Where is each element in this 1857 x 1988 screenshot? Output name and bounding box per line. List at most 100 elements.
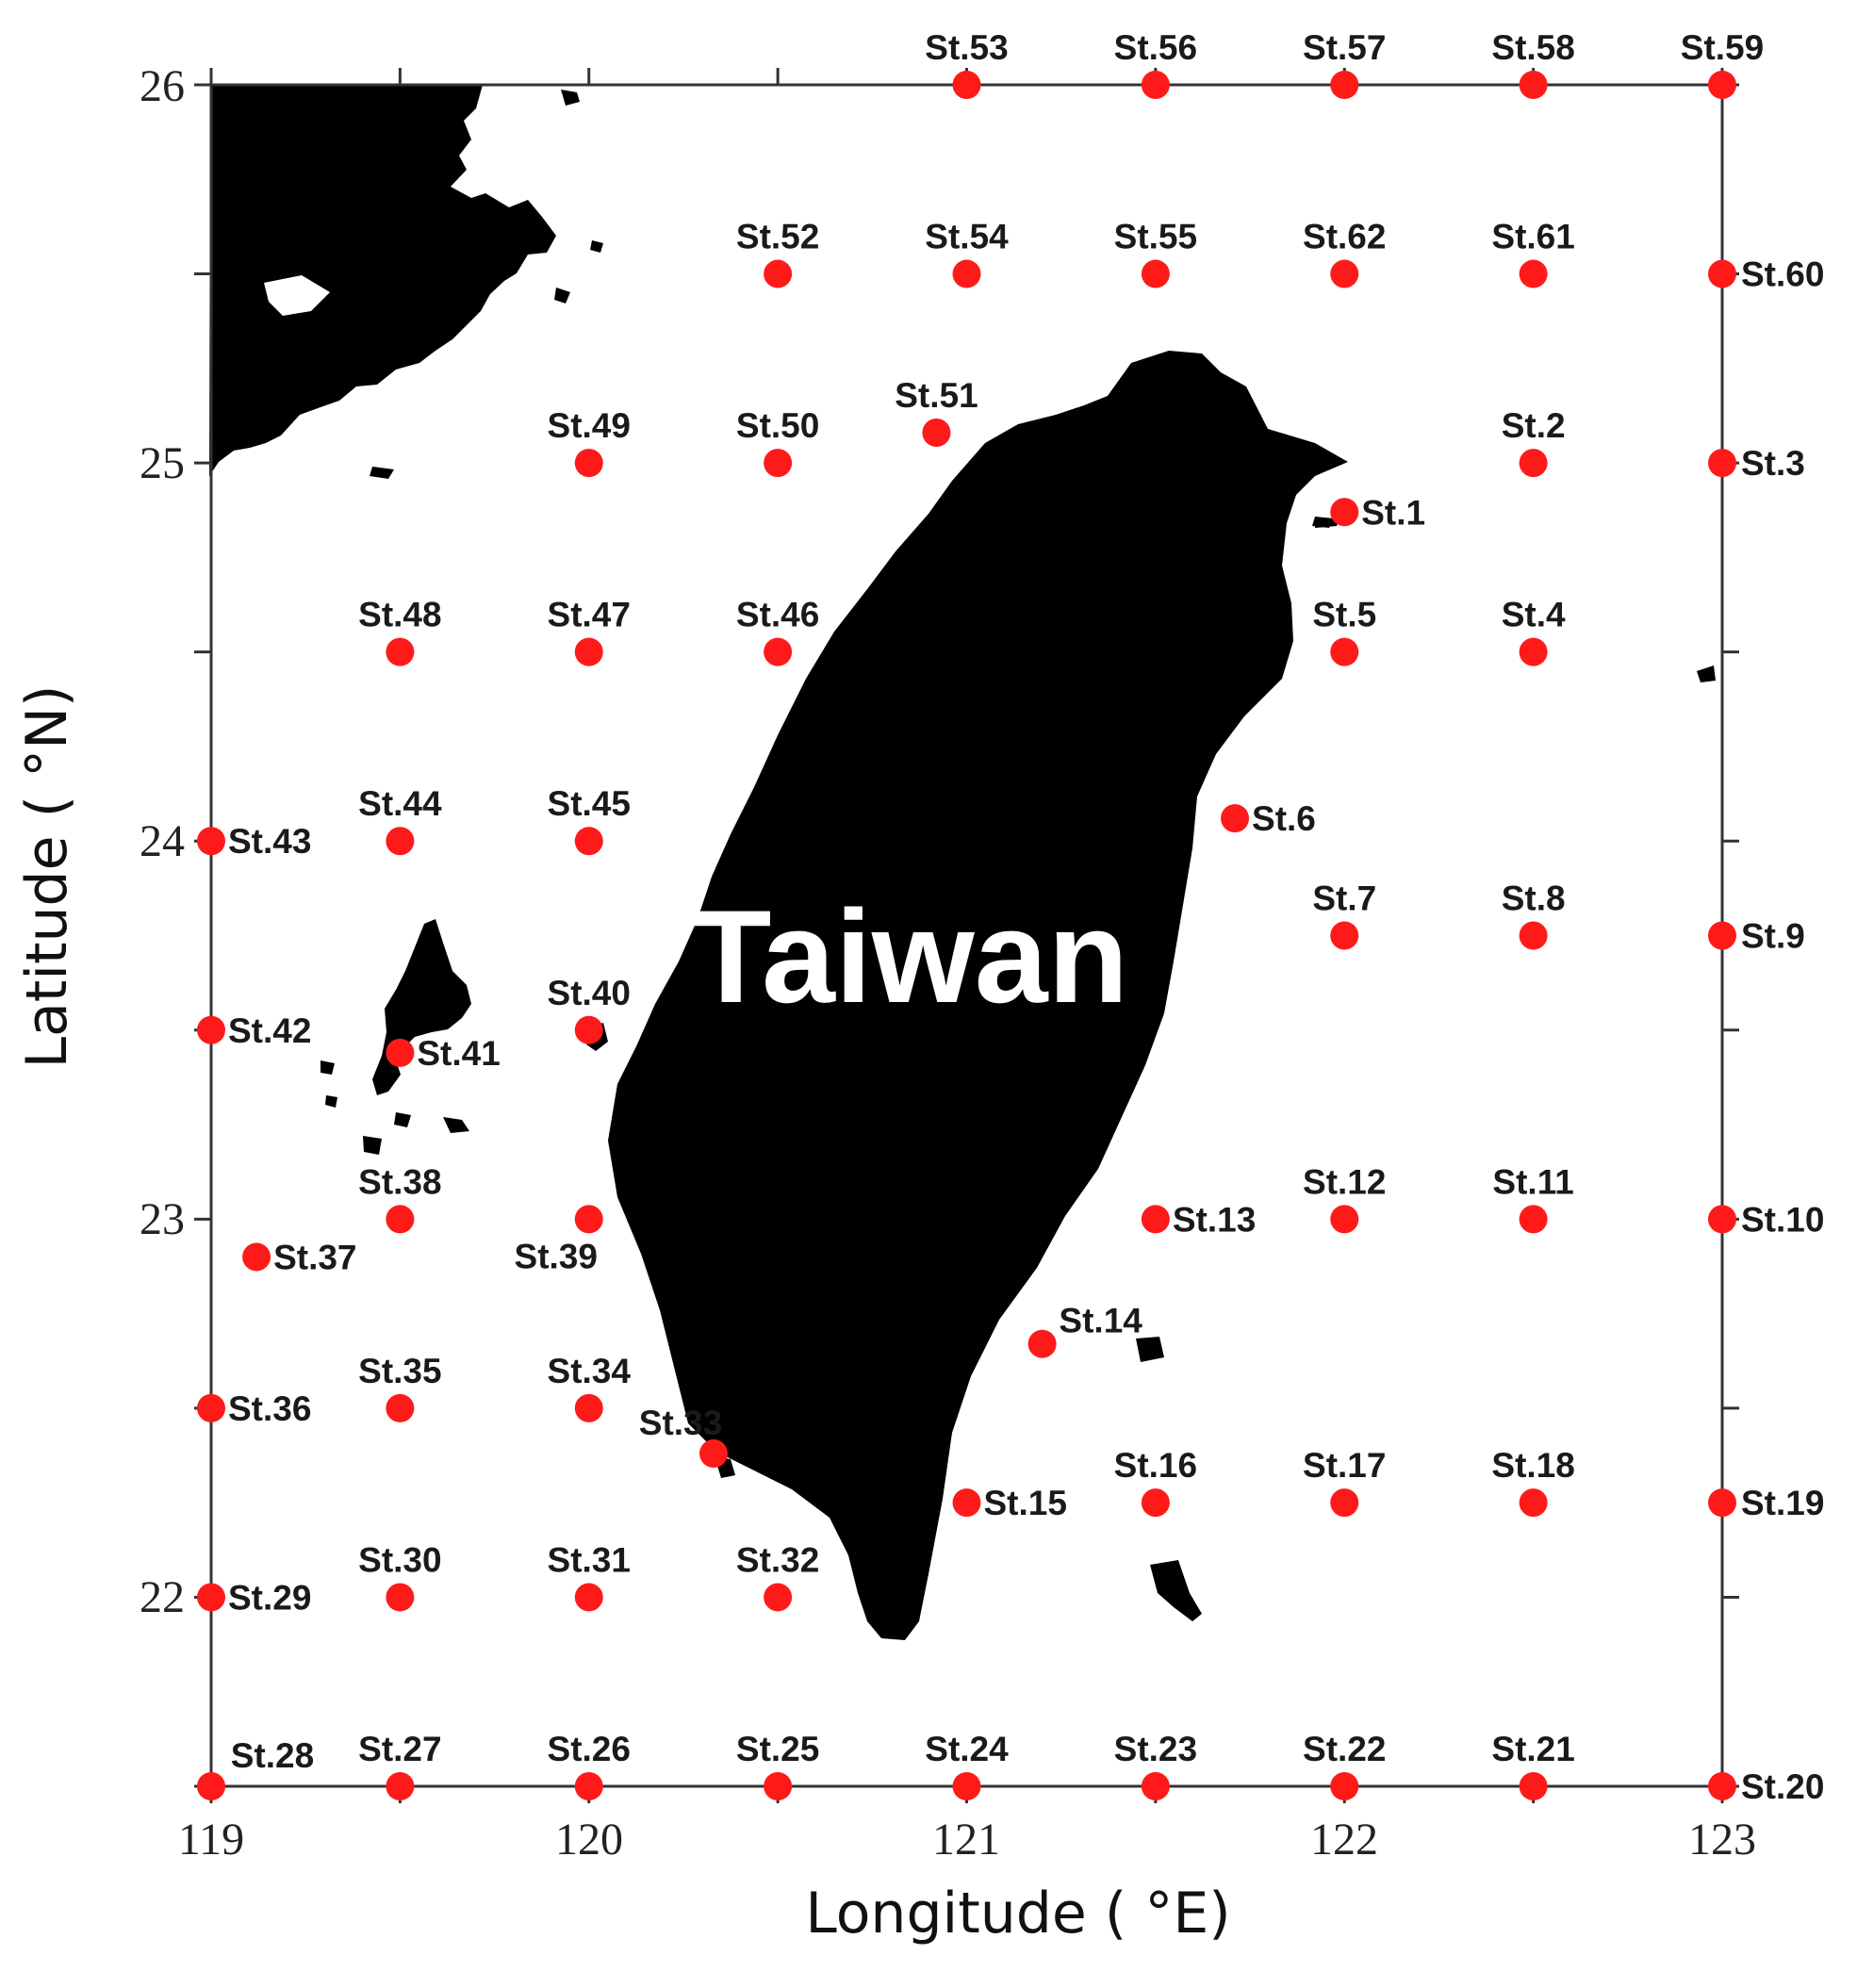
station-label: St.7 — [1312, 879, 1376, 918]
penghu-islet-3 — [443, 1117, 469, 1133]
station-marker — [386, 1772, 415, 1800]
station-marker — [952, 1772, 981, 1800]
station-marker — [1519, 921, 1548, 950]
station-label: St.10 — [1741, 1200, 1824, 1239]
y-tick-label: 26 — [140, 61, 185, 111]
station-label: St.42 — [228, 1011, 311, 1050]
station-label: St.8 — [1502, 879, 1566, 918]
station-label: St.9 — [1741, 917, 1805, 956]
station-label: St.23 — [1114, 1730, 1197, 1768]
station-label: St.28 — [231, 1736, 314, 1775]
station-marker — [386, 1205, 415, 1234]
y-tick-label: 24 — [140, 816, 185, 866]
china-coast-landmass — [209, 85, 556, 476]
taiwan-label: Taiwan — [691, 882, 1128, 1030]
station-marker — [1141, 1488, 1170, 1518]
station-marker — [1708, 449, 1736, 478]
station-label: St.56 — [1114, 28, 1197, 67]
station-label: St.40 — [548, 974, 631, 1012]
station-marker — [1708, 71, 1736, 99]
station-marker — [952, 71, 981, 99]
station-marker — [1330, 1205, 1359, 1234]
station-label: St.53 — [925, 28, 1008, 67]
station-label: St.32 — [736, 1540, 819, 1579]
y-tick-label: 25 — [140, 438, 185, 488]
station-label: St.22 — [1303, 1730, 1386, 1768]
station-marker — [197, 827, 225, 856]
station-label: St.62 — [1303, 218, 1386, 256]
station-label: St.50 — [736, 406, 819, 445]
station-marker — [1519, 1488, 1548, 1518]
station-marker — [1330, 1772, 1359, 1800]
station-label: St.29 — [228, 1578, 311, 1617]
station-marker — [574, 1772, 603, 1800]
station-label: St.14 — [1059, 1302, 1142, 1340]
station-label: St.31 — [548, 1540, 631, 1579]
penghu-islet-2 — [325, 1095, 337, 1108]
station-marker — [922, 419, 951, 448]
green-island — [1136, 1337, 1164, 1362]
station-marker — [197, 1393, 225, 1422]
station-label: St.12 — [1303, 1162, 1386, 1201]
station-marker — [1708, 921, 1736, 950]
station-label: St.58 — [1491, 28, 1574, 67]
x-tick-label: 121 — [932, 1815, 1000, 1865]
station-label: St.30 — [358, 1540, 441, 1579]
station-label: St.11 — [1492, 1162, 1573, 1201]
penghu-islet-4 — [363, 1136, 382, 1155]
station-marker — [1141, 1205, 1170, 1234]
station-marker — [764, 1583, 793, 1612]
x-tick-labels: 119 120 121 122 123 — [178, 1815, 1756, 1865]
station-marker — [574, 637, 603, 666]
y-tick-label: 22 — [140, 1572, 185, 1622]
station-label: St.37 — [273, 1238, 356, 1276]
y-tick-label: 23 — [140, 1194, 185, 1244]
x-tick-label: 123 — [1688, 1815, 1756, 1865]
station-label: St.27 — [358, 1730, 441, 1768]
station-label: St.48 — [358, 596, 441, 634]
station-label: St.60 — [1741, 255, 1824, 294]
taiwan-island — [608, 351, 1348, 1640]
station-marker — [1708, 1205, 1736, 1234]
station-marker — [574, 1583, 603, 1612]
station-marker — [1519, 71, 1548, 99]
station-marker — [764, 637, 793, 666]
station-marker — [1519, 449, 1548, 478]
station-marker — [952, 259, 981, 288]
station-label: St.59 — [1681, 28, 1764, 67]
china-coast-island-2 — [590, 240, 603, 253]
station-label: St.1 — [1361, 493, 1425, 532]
station-label: St.39 — [515, 1237, 598, 1275]
station-marker — [698, 1439, 728, 1469]
station-label: St.6 — [1252, 799, 1316, 838]
x-tick-label: 120 — [555, 1815, 623, 1865]
station-marker — [1708, 1772, 1736, 1800]
station-label: St.57 — [1303, 28, 1386, 67]
station-marker — [574, 1015, 603, 1044]
station-marker — [1330, 1488, 1359, 1518]
station-marker — [197, 1015, 225, 1044]
y-axis-title: Latitude ( °N) — [14, 685, 80, 1069]
station-marker — [386, 1038, 415, 1067]
china-coast-island-3 — [554, 288, 570, 304]
station-marker — [574, 449, 603, 478]
china-coast-island-1 — [561, 90, 580, 106]
station-marker — [1330, 921, 1359, 950]
station-marker — [764, 449, 793, 478]
station-marker — [574, 1205, 603, 1234]
station-marker — [1708, 1488, 1736, 1518]
station-label: St.36 — [228, 1389, 311, 1428]
station-label: St.47 — [548, 596, 631, 634]
station-marker — [574, 827, 603, 856]
station-label: St.44 — [358, 784, 442, 823]
station-label: St.18 — [1491, 1446, 1574, 1485]
station-marker — [1519, 1772, 1548, 1800]
station-marker — [1330, 637, 1359, 666]
station-marker — [764, 1772, 793, 1800]
station-label: St.13 — [1173, 1200, 1256, 1239]
station-label: St.25 — [736, 1730, 819, 1768]
station-marker — [386, 827, 415, 856]
station-label: St.5 — [1312, 596, 1376, 634]
station-marker — [197, 1772, 225, 1800]
